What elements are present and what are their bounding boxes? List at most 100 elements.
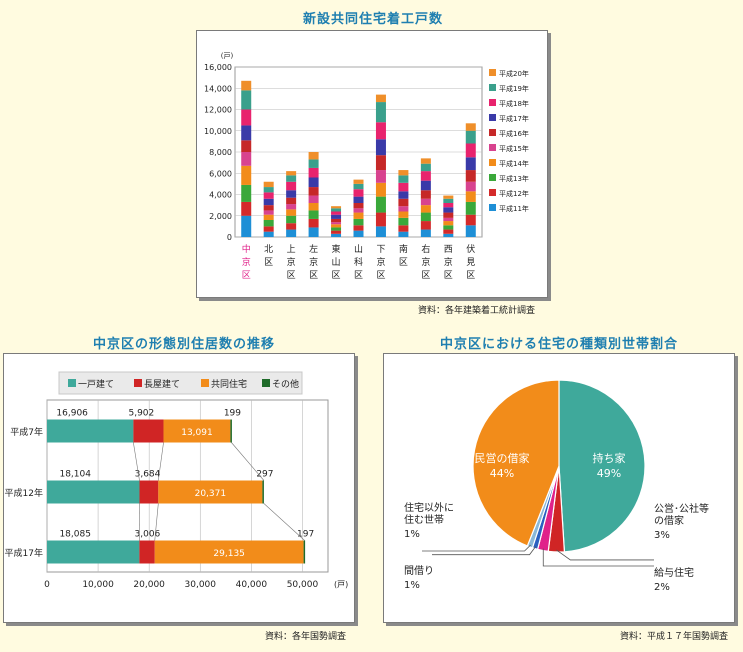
chart2-value-label: 197 [297,530,314,540]
chart1-legend-swatch [489,159,496,166]
chart1-bar-segment [375,122,386,140]
chart1-bar-segment [263,210,274,215]
chart1-bar-segment [331,218,342,223]
chart1-bar-segment [398,211,409,218]
chart1-category-label: 上京区 [287,244,296,281]
chart2-xtick-label: 20,000 [133,580,165,590]
chart1-bar-segment [375,182,386,197]
chart1-bar-segment [286,190,297,198]
chart1-category-label: 山科区 [354,244,363,281]
chart1-svg: 0 2,000 4,000 6,000 8,000 10,000 12,000 14,000 1… [204,52,529,281]
chart2-bar-segment [47,540,140,564]
chart2-bar-segment [262,480,264,504]
chart1-ytick-label: 10,000 [204,127,232,136]
chart1-bar-segment [286,229,297,237]
chart1-bar-segment [286,181,297,191]
chart1-bar-segment [263,205,274,211]
chart1-bar-segment [241,125,252,141]
chart1-bar-segment [465,214,476,226]
chart1-legend-swatch [489,189,496,196]
chart3-outside-label: 間借り [404,565,434,577]
chart1-legend-swatch [489,174,496,181]
chart2-title: 中京区の形態別住居数の推移 [92,337,275,352]
chart1-bar-segment [443,198,454,203]
chart2-connector-line [154,503,159,541]
chart1-legend-label: 平成16年 [499,129,529,138]
chart1-bar-segment [308,187,319,196]
chart1-bar-segment [465,201,476,215]
chart2-value-label: 18,104 [59,470,91,480]
chart2-category-label: 平成17年 [5,547,43,559]
chart2-legend-box [58,371,303,395]
chart2-connector-line [231,442,265,481]
chart1-bar-segment [263,198,274,206]
chart3-svg: 持ち家 49% 民営の借家 44% 公営･公社等の借家 3% 給与住宅 2% 間借り 1% 住宅以外… [404,379,709,593]
chart1-bar-segment [420,171,431,181]
chart1-bar-segment [398,225,409,232]
chart1-bar-segment [263,220,274,227]
chart2-legend-swatch [262,379,270,387]
chart2-bar-segment [139,540,155,564]
chart1-bar-segment [308,218,319,228]
chart1-bar-segment [331,227,342,231]
chart1-legend-label: 平成12年 [499,189,529,198]
chart1-bar-segment [331,233,342,237]
chart1-bar-segment [241,165,252,185]
chart1-bar-segment [443,225,454,230]
chart2-bar-segment [47,480,140,504]
chart2-panel: 0 10,000 20,000 30,000 40,000 50,000 (戸) 一戸建て 長屋… [3,353,355,623]
chart1-legend-swatch [489,204,496,211]
chart1-bar-segment [308,210,319,219]
chart1-bar-segment [420,190,431,199]
chart2-value-label: 29,135 [213,549,245,559]
chart2-value-label: 13,091 [181,428,213,438]
chart1-bar-segment [398,191,409,199]
chart1-bar-segment [420,180,431,191]
chart1-bar-segment [443,195,454,199]
chart1-category-label: 左京区 [309,243,318,281]
chart1-bar-segment [263,214,274,220]
chart1-bar-segment [443,203,454,208]
chart3-panel: 持ち家 49% 民営の借家 44% 公営･公社等の借家 3% 給与住宅 2% 間借り 1% 住宅以外… [383,353,735,623]
chart2-bar-segment [133,419,164,443]
chart2-bar-segment [158,480,263,504]
chart1-bar-segment [286,204,297,210]
chart1-legend-swatch [489,84,496,91]
chart1-bar-segment [465,130,476,144]
chart2-legend-label: 一戸建て [78,378,114,390]
chart1-bar-segment [375,94,386,103]
chart1-legend-swatch [489,144,496,151]
chart1-bar-segment [308,227,319,237]
chart2-legend-swatch [68,379,76,387]
chart1-bar-segment [465,191,476,202]
chart1-legend-label: 平成18年 [499,99,529,108]
chart1-bar-segment [465,143,476,158]
chart1-ytick-label: 2,000 [209,212,232,221]
chart2-bar-segment [139,480,159,504]
chart1-bar-segment [308,203,319,211]
chart1-bar-segment [263,226,274,232]
chart1-ytick-label: 16,000 [204,63,232,72]
chart1-bar-segment [375,155,386,171]
chart3-slice-label: 民営の借家 [475,451,530,465]
chart1-legend-label: 平成13年 [499,174,529,183]
chart3-outside-percent: 2% [654,582,670,593]
chart1-bar-segment [331,208,342,212]
chart2-bar-segment [47,419,134,443]
chart1-bar-segment [420,163,431,172]
chart1-bar-segment [263,187,274,193]
chart1-bar-segment [443,229,454,234]
chart3-source: 資料：平成１７年国勢調査 [620,632,729,642]
chart2-xtick-label: 0 [44,580,50,590]
chart1-legend-label: 平成11年 [499,204,529,213]
chart1-bar-segment [308,159,319,168]
chart2-value-label: 297 [256,470,273,480]
chart1-bar-segment [353,218,364,226]
chart1-bar-segment [353,196,364,203]
chart1-bar-segment [241,184,252,202]
chart1-category-label: 南区 [399,243,408,268]
chart1-source: 資料：各年建築着工統計調査 [418,306,536,316]
chart1-bar-segment [375,170,386,183]
chart1-bar-segment [331,222,342,225]
chart1-bar-segment [241,80,252,91]
